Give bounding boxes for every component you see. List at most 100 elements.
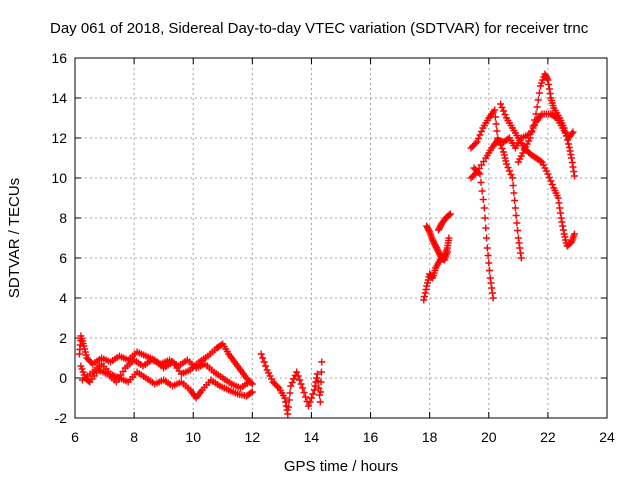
- x-tick-label: 16: [363, 429, 379, 445]
- data-point: [569, 163, 577, 171]
- data-point: [559, 222, 567, 230]
- data-point: [315, 384, 323, 392]
- data-point: [558, 218, 566, 226]
- data-point: [445, 211, 453, 219]
- data-point: [428, 273, 436, 281]
- series-sat-h: [467, 106, 525, 262]
- data-point: [508, 174, 516, 182]
- data-point: [471, 170, 479, 177]
- data-point: [487, 279, 495, 287]
- data-point: [446, 210, 454, 218]
- data-point: [477, 128, 485, 135]
- series-sat-c: [78, 360, 256, 402]
- data-point: [425, 227, 433, 234]
- data-point: [287, 382, 295, 390]
- data-point: [570, 230, 578, 238]
- data-point: [526, 134, 534, 142]
- data-point: [296, 376, 304, 384]
- data-point: [528, 128, 536, 136]
- data-point: [569, 128, 577, 136]
- data-point: [307, 394, 315, 402]
- data-point: [561, 128, 569, 136]
- data-point: [565, 144, 573, 151]
- data-point: [478, 187, 486, 195]
- data-point: [537, 157, 544, 165]
- data-point: [505, 167, 513, 175]
- data-point: [483, 244, 491, 252]
- data-point: [318, 358, 326, 366]
- series-sat-g: [435, 210, 454, 234]
- data-point: [304, 402, 312, 410]
- data-point: [570, 168, 578, 175]
- data-point: [532, 110, 540, 118]
- x-tick-labels: 6 8 10 12 14 16 18 20 22 24: [71, 429, 615, 445]
- data-point: [498, 104, 506, 111]
- data-point: [548, 181, 556, 188]
- data-point: [498, 145, 506, 152]
- data-point: [260, 358, 268, 366]
- data-point: [560, 124, 568, 132]
- data-point: [514, 227, 522, 234]
- data-point: [507, 171, 515, 178]
- data-point: [483, 234, 491, 242]
- data-point: [511, 197, 519, 204]
- series-sat-a: [75, 332, 256, 388]
- data-point: [316, 398, 324, 406]
- data-point: [297, 380, 305, 388]
- data-point: [306, 398, 314, 406]
- x-tick-label: 24: [599, 429, 615, 445]
- data-point: [513, 219, 521, 227]
- data-point: [477, 179, 485, 186]
- data-point: [510, 189, 518, 197]
- data-point: [493, 127, 501, 135]
- x-tick-label: 6: [71, 429, 79, 445]
- data-point: [485, 259, 493, 267]
- data-point: [556, 204, 564, 212]
- data-point: [546, 90, 554, 97]
- data-point: [488, 284, 496, 292]
- series-sat-l: [514, 70, 578, 180]
- x-tick-label: 10: [185, 429, 201, 445]
- data-point: [421, 289, 429, 297]
- y-tick-labels: -2 0 2 4 6 8 10 12 14 16: [51, 50, 67, 426]
- data-point: [273, 383, 281, 390]
- y-tick-label: 16: [51, 50, 67, 66]
- data-point: [281, 394, 289, 402]
- data-point: [565, 140, 573, 148]
- series-sat-d: [257, 350, 326, 418]
- data-point: [474, 135, 482, 142]
- data-point: [313, 370, 321, 378]
- data-point: [484, 252, 492, 259]
- data-point: [568, 154, 576, 162]
- data-point: [443, 248, 451, 256]
- data-point: [293, 368, 301, 376]
- x-tick-label: 14: [304, 429, 320, 445]
- data-point: [514, 234, 522, 242]
- data-point: [534, 96, 542, 104]
- data-point: [257, 350, 265, 358]
- data-point: [481, 214, 489, 222]
- y-tick-label: 4: [59, 290, 67, 306]
- data-point: [262, 362, 270, 370]
- data-point: [503, 160, 511, 168]
- data-point: [535, 89, 543, 97]
- data-point: [517, 249, 525, 257]
- data-point: [533, 103, 541, 111]
- data-point: [547, 177, 555, 185]
- data-point: [290, 375, 298, 383]
- data-point: [516, 244, 524, 252]
- x-tick-label: 20: [481, 429, 497, 445]
- x-tick-label: 18: [422, 429, 438, 445]
- data-point: [492, 120, 500, 128]
- data-point: [284, 410, 292, 418]
- data-point: [504, 164, 512, 171]
- data-point: [294, 372, 302, 380]
- data-point: [245, 378, 253, 386]
- data-point: [317, 378, 325, 386]
- data-point: [317, 368, 325, 376]
- data-points: [75, 70, 578, 418]
- series-sat-k: [497, 100, 578, 250]
- y-tick-label: -2: [55, 410, 68, 426]
- data-point: [445, 234, 453, 242]
